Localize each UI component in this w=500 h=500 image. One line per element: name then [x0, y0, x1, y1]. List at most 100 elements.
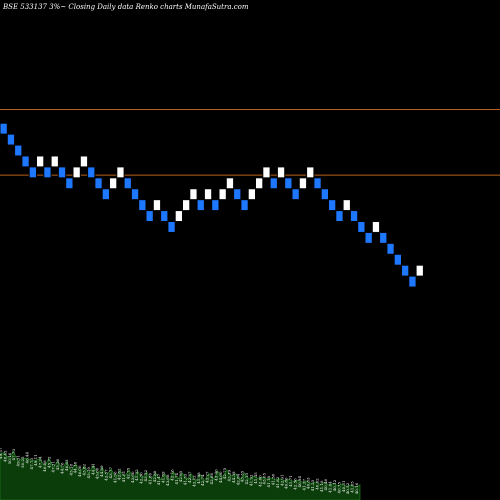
renko-brick-down — [87, 166, 96, 179]
volume-label: 41.50 — [271, 473, 276, 485]
renko-brick-down — [284, 177, 293, 190]
volume-label: 44.00 — [218, 471, 223, 483]
volume-label: 40.83 — [306, 477, 311, 489]
volume-label: 50.16 — [7, 452, 12, 464]
volume-label: 42.74 — [200, 474, 205, 486]
volume-label: 41.82 — [275, 476, 280, 488]
volume-label: 41.18 — [266, 476, 271, 488]
volume-label: 43.00 — [130, 471, 135, 483]
volume-label: 42.13 — [244, 473, 249, 485]
volume-label: 41.71 — [288, 475, 293, 486]
renko-brick-up — [50, 155, 59, 168]
volume-label: 44.76 — [60, 462, 65, 474]
volume-label: 43.00 — [95, 467, 100, 479]
volume-label: 42.30 — [139, 472, 144, 484]
volume-label: 44.41 — [90, 463, 95, 474]
volume-label: 44.18 — [73, 461, 78, 473]
renko-brick-down — [379, 231, 388, 244]
renko-brick-up — [306, 166, 315, 179]
volume-label: 48.42 — [2, 450, 7, 462]
renko-brick-up — [255, 177, 264, 190]
volume-label: 41.32 — [134, 469, 139, 481]
volume-label: 43.08 — [165, 474, 170, 486]
volume-label: 42.91 — [279, 475, 284, 486]
volume-label: 41.37 — [301, 479, 306, 491]
volume-label: 44.89 — [99, 465, 104, 477]
volume-label: 41.96 — [112, 471, 117, 483]
volume-label: 42.57 — [104, 469, 109, 481]
chart-title: BSE 533137 3%~ Closing Daily data Renko … — [2, 3, 249, 11]
renko-brick-down — [6, 133, 16, 146]
renko-brick-down — [145, 210, 154, 223]
volume-label: 43.46 — [213, 469, 218, 481]
volume-series — [0, 450, 361, 500]
volume-label: 46.88 — [42, 460, 47, 472]
renko-brick-up — [36, 155, 45, 168]
volume-label: 43.39 — [227, 470, 232, 482]
volume-label: 41.47 — [156, 473, 161, 485]
reference-lines — [0, 109, 500, 176]
renko-brick-down — [328, 199, 337, 212]
renko-brick-up — [415, 264, 424, 277]
renko-brick-up — [79, 155, 89, 168]
renko-brick-down — [401, 264, 410, 277]
renko-brick-up — [72, 166, 81, 179]
volume-label: 42.56 — [293, 478, 298, 490]
renko-brick-up — [152, 199, 162, 212]
volume-label: 40.94 — [297, 476, 302, 488]
volume-label: 50.25 — [20, 456, 25, 468]
volume-label: 43.12 — [191, 475, 196, 487]
volume-label: 45.10 — [86, 467, 91, 479]
volume-label: 41.89 — [161, 471, 166, 483]
renko-brick-up — [276, 166, 286, 179]
renko-brick-down — [43, 166, 52, 179]
volume-label: 44.39 — [231, 471, 236, 483]
renko-brick-up — [298, 177, 308, 190]
renko-brick-down — [160, 210, 169, 223]
volume-label: 42.82 — [117, 468, 122, 480]
volume-label: 46.63 — [64, 459, 69, 471]
renko-brick-up — [247, 188, 256, 201]
volume-label: 43.35 — [240, 470, 245, 482]
volume-label: 40.16 — [354, 482, 359, 494]
volume-label: 42.60 — [257, 475, 262, 487]
renko-brick-down — [240, 199, 249, 212]
renko-brick-up — [116, 166, 125, 179]
volume-label: 40.75 — [336, 482, 341, 494]
volume-label: 41.98 — [196, 472, 201, 484]
volume-label: 45.72 — [46, 456, 51, 468]
volume-label: 49.51 — [16, 455, 21, 466]
volume-label: 42.95 — [178, 470, 183, 482]
renko-brick-up — [262, 166, 271, 179]
renko-brick-up — [218, 188, 227, 201]
renko-bricks — [0, 122, 424, 288]
volume-label: 40.62 — [314, 478, 319, 490]
renko-brick-down — [320, 188, 330, 201]
renko-brick-down — [364, 231, 373, 244]
volume-label: 41.80 — [147, 473, 152, 485]
volume-label: 43.82 — [82, 464, 87, 476]
renko-brick-down — [349, 210, 359, 223]
volume-label: 41.92 — [249, 474, 254, 486]
renko-brick-down — [21, 155, 30, 168]
renko-brick-down — [211, 199, 220, 212]
renko-brick-down — [233, 188, 242, 201]
renko-brick-down — [130, 188, 140, 201]
volume-label: 43.05 — [262, 473, 267, 485]
renko-brick-down — [94, 177, 103, 190]
volume-label: 41.18 — [319, 480, 324, 492]
renko-brick-down — [335, 210, 344, 223]
renko-brick-down — [14, 144, 23, 157]
volume-label: 46.44 — [24, 452, 29, 464]
renko-brick-up — [189, 188, 198, 201]
volume-label: 41.45 — [253, 472, 258, 484]
renko-brick-up — [371, 221, 381, 233]
volume-label: 42.75 — [222, 467, 227, 479]
volume-label: 41.81 — [121, 471, 126, 482]
volume-label: 43.77 — [108, 467, 113, 479]
renko-brick-down — [57, 166, 67, 179]
